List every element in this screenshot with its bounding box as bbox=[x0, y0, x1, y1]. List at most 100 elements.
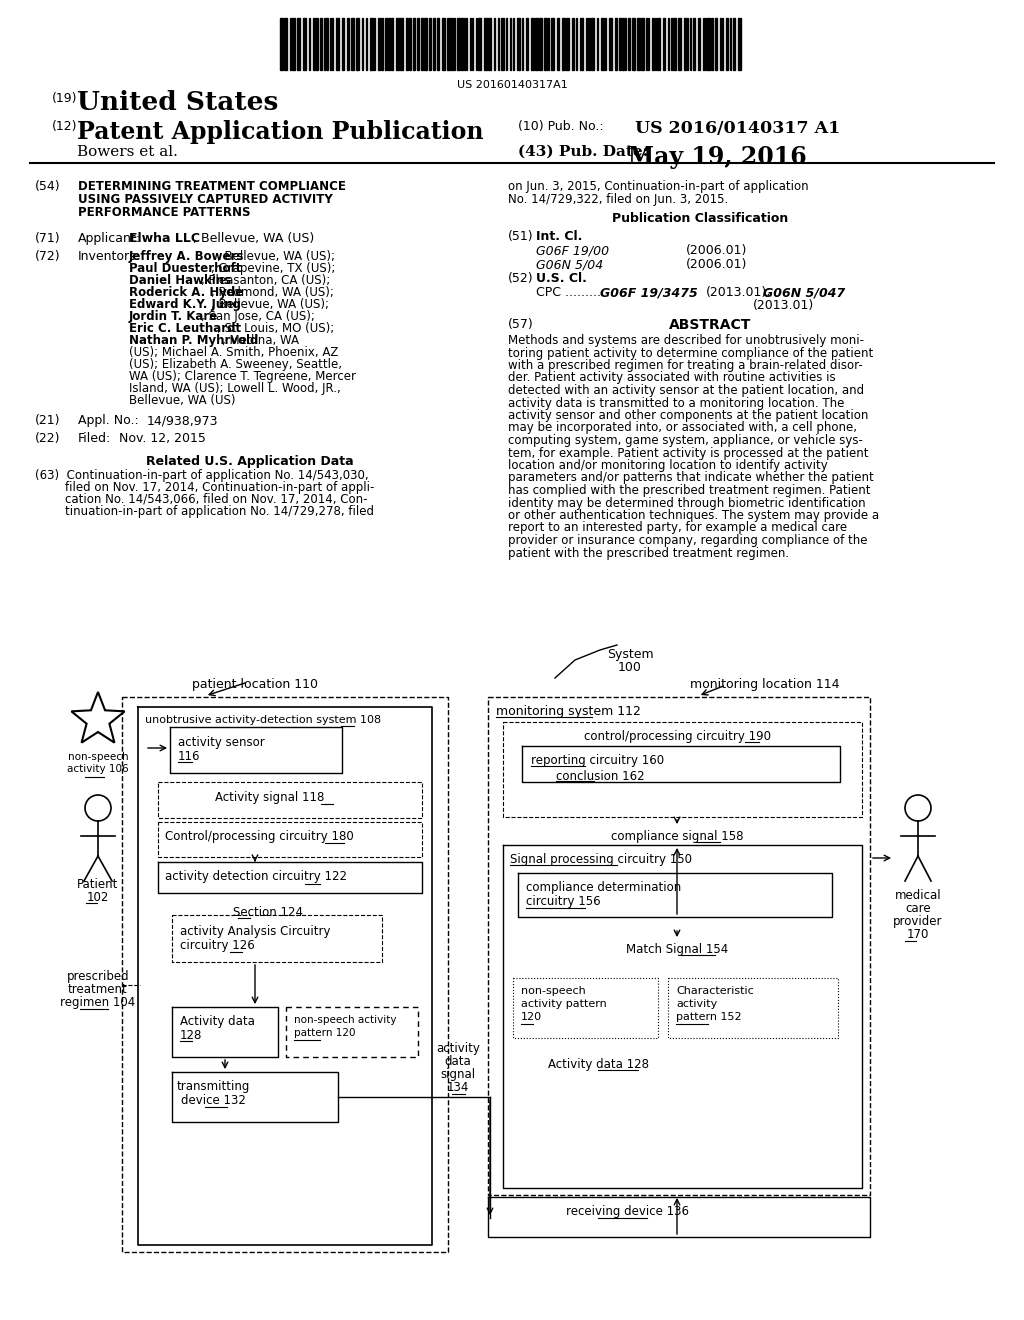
Text: circuitry 156: circuitry 156 bbox=[526, 895, 601, 908]
Bar bbox=[421, 18, 423, 70]
Text: receiving device 136: receiving device 136 bbox=[566, 1205, 689, 1218]
Bar bbox=[693, 18, 695, 70]
Text: 100: 100 bbox=[618, 661, 642, 675]
Bar bbox=[391, 18, 393, 70]
Bar bbox=[531, 18, 534, 70]
Text: (21): (21) bbox=[35, 414, 60, 426]
Text: G06N 5/047: G06N 5/047 bbox=[763, 286, 845, 300]
Bar bbox=[370, 18, 373, 70]
Text: parameters and/or patterns that indicate whether the patient: parameters and/or patterns that indicate… bbox=[508, 471, 873, 484]
Text: CPC ..........: CPC .......... bbox=[536, 286, 605, 300]
Bar bbox=[313, 18, 315, 70]
Bar bbox=[707, 18, 710, 70]
Bar bbox=[378, 18, 380, 70]
Text: on Jun. 3, 2015, Continuation-in-part of application: on Jun. 3, 2015, Continuation-in-part of… bbox=[508, 180, 809, 193]
Text: Elwha LLC: Elwha LLC bbox=[129, 232, 200, 246]
Bar bbox=[632, 18, 635, 70]
Text: prescribed: prescribed bbox=[67, 970, 129, 983]
Bar bbox=[284, 18, 287, 70]
Text: Bellevue, WA (US): Bellevue, WA (US) bbox=[129, 393, 236, 407]
Text: Inventors:: Inventors: bbox=[78, 249, 141, 263]
Bar bbox=[572, 18, 574, 70]
Text: location and/or monitoring location to identify activity: location and/or monitoring location to i… bbox=[508, 459, 827, 473]
Text: tem, for example. Patient activity is processed at the patient: tem, for example. Patient activity is pr… bbox=[508, 446, 868, 459]
Text: monitoring system 112: monitoring system 112 bbox=[496, 705, 641, 718]
Text: Signal processing circuitry 150: Signal processing circuitry 150 bbox=[510, 853, 692, 866]
Text: (19): (19) bbox=[52, 92, 78, 106]
Text: US 2016/0140317 A1: US 2016/0140317 A1 bbox=[635, 120, 841, 137]
Text: 102: 102 bbox=[87, 891, 110, 904]
Text: DETERMINING TREATMENT COMPLIANCE: DETERMINING TREATMENT COMPLIANCE bbox=[78, 180, 346, 193]
Bar bbox=[356, 18, 359, 70]
Text: United States: United States bbox=[77, 90, 279, 115]
Bar bbox=[433, 18, 435, 70]
Text: Publication Classification: Publication Classification bbox=[612, 213, 788, 224]
Bar bbox=[711, 18, 713, 70]
Text: 120: 120 bbox=[521, 1012, 542, 1022]
Text: PERFORMANCE PATTERNS: PERFORMANCE PATTERNS bbox=[78, 206, 251, 219]
Bar bbox=[319, 18, 322, 70]
Bar bbox=[615, 18, 617, 70]
Bar bbox=[588, 18, 590, 70]
Text: Roderick A. Hyde: Roderick A. Hyde bbox=[129, 286, 244, 300]
Text: 14/938,973: 14/938,973 bbox=[147, 414, 218, 426]
Text: activity pattern: activity pattern bbox=[521, 999, 607, 1008]
Text: Int. Cl.: Int. Cl. bbox=[536, 230, 583, 243]
Bar bbox=[417, 18, 419, 70]
Bar bbox=[280, 18, 283, 70]
Text: provider: provider bbox=[893, 915, 943, 928]
Text: non-speech: non-speech bbox=[68, 752, 128, 762]
Bar bbox=[385, 18, 387, 70]
Text: (51): (51) bbox=[508, 230, 534, 243]
Bar bbox=[562, 18, 565, 70]
Text: , San Jose, CA (US);: , San Jose, CA (US); bbox=[201, 310, 315, 323]
Text: reporting circuitry 160: reporting circuitry 160 bbox=[531, 754, 665, 767]
Bar bbox=[447, 18, 450, 70]
Bar bbox=[347, 18, 349, 70]
Bar bbox=[517, 18, 520, 70]
Bar bbox=[388, 18, 390, 70]
Text: Related U.S. Application Data: Related U.S. Application Data bbox=[146, 455, 354, 469]
Text: Match Signal 154: Match Signal 154 bbox=[626, 942, 728, 956]
Text: WA (US); Clarence T. Tegreene, Mercer: WA (US); Clarence T. Tegreene, Mercer bbox=[129, 370, 356, 383]
Bar bbox=[663, 18, 665, 70]
Text: G06F 19/3475: G06F 19/3475 bbox=[600, 286, 697, 300]
Text: activity 106: activity 106 bbox=[68, 764, 129, 774]
Bar bbox=[351, 18, 354, 70]
Bar bbox=[551, 18, 554, 70]
Bar bbox=[461, 18, 463, 70]
Text: Paul Duesterhoft: Paul Duesterhoft bbox=[129, 261, 242, 275]
Text: non-speech: non-speech bbox=[521, 986, 586, 997]
Text: treatment: treatment bbox=[69, 983, 128, 997]
Text: Activity signal 118: Activity signal 118 bbox=[215, 791, 325, 804]
Text: Edward K.Y. Jung: Edward K.Y. Jung bbox=[129, 298, 241, 312]
Text: Nov. 12, 2015: Nov. 12, 2015 bbox=[119, 432, 206, 445]
Text: compliance determination: compliance determination bbox=[526, 880, 681, 894]
Text: activity: activity bbox=[436, 1041, 480, 1055]
Text: with a prescribed regimen for treating a brain-related disor-: with a prescribed regimen for treating a… bbox=[508, 359, 863, 372]
Bar bbox=[316, 18, 318, 70]
Text: pattern 152: pattern 152 bbox=[676, 1012, 741, 1022]
Text: , Bellevue, WA (US);: , Bellevue, WA (US); bbox=[211, 298, 330, 312]
Text: Nathan P. Myhrvold: Nathan P. Myhrvold bbox=[129, 334, 258, 347]
Bar bbox=[442, 18, 445, 70]
Text: activity data is transmitted to a monitoring location. The: activity data is transmitted to a monito… bbox=[508, 396, 845, 409]
Bar bbox=[544, 18, 547, 70]
Bar bbox=[678, 18, 681, 70]
Text: tinuation-in-part of application No. 14/729,278, filed: tinuation-in-part of application No. 14/… bbox=[35, 506, 374, 517]
Text: report to an interested party, for example a medical care: report to an interested party, for examp… bbox=[508, 521, 847, 535]
Text: (2006.01): (2006.01) bbox=[686, 244, 748, 257]
Text: compliance signal 158: compliance signal 158 bbox=[610, 830, 743, 843]
Text: transmitting: transmitting bbox=[176, 1080, 250, 1093]
Text: 128: 128 bbox=[180, 1030, 203, 1041]
Bar bbox=[657, 18, 660, 70]
Text: patient location 110: patient location 110 bbox=[193, 678, 318, 690]
Text: Filed:: Filed: bbox=[78, 432, 112, 445]
Bar bbox=[381, 18, 383, 70]
Text: Jordin T. Kare: Jordin T. Kare bbox=[129, 310, 218, 323]
Bar bbox=[580, 18, 583, 70]
Text: Activity data 128: Activity data 128 bbox=[548, 1059, 648, 1071]
Text: G06F 19/00: G06F 19/00 bbox=[536, 244, 609, 257]
Text: System: System bbox=[606, 648, 653, 661]
Text: may be incorporated into, or associated with, a cell phone,: may be incorporated into, or associated … bbox=[508, 421, 857, 434]
